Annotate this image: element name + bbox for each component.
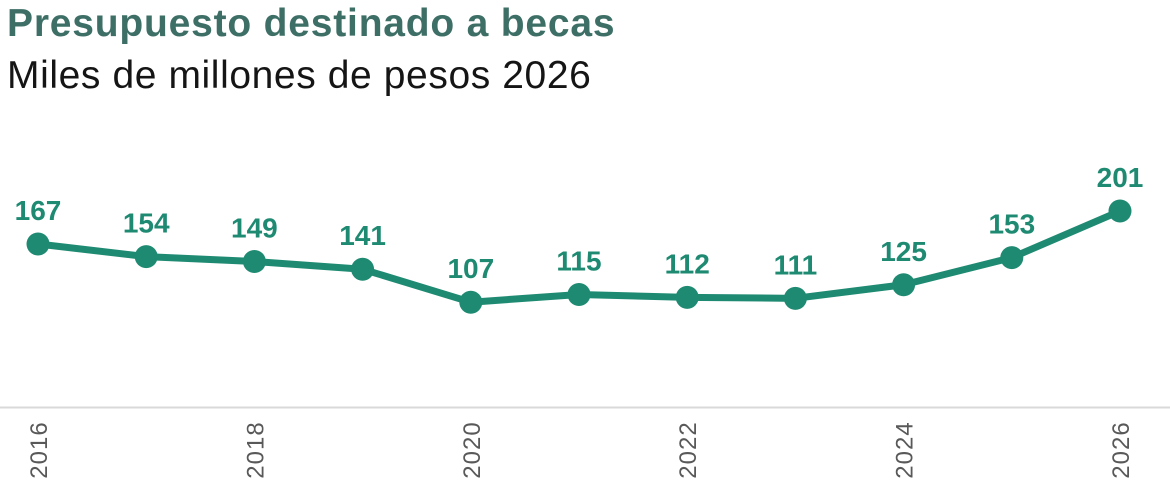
data-point-marker bbox=[675, 285, 699, 309]
x-tick-label: 2020 bbox=[459, 421, 486, 478]
data-point-marker bbox=[1000, 246, 1024, 270]
data-point-label: 167 bbox=[15, 195, 62, 226]
data-point-marker bbox=[567, 282, 591, 306]
data-point-marker bbox=[134, 245, 158, 269]
data-point-marker bbox=[351, 257, 375, 281]
data-point-marker bbox=[1108, 199, 1132, 223]
data-point-label: 154 bbox=[123, 208, 170, 239]
data-point-marker bbox=[242, 249, 266, 273]
data-point-label: 111 bbox=[774, 249, 818, 280]
chart-title: Presupuesto destinado a becas bbox=[7, 2, 616, 45]
x-tick-label: 2024 bbox=[892, 421, 919, 478]
x-tick-label: 2022 bbox=[675, 421, 702, 478]
data-point-label: 125 bbox=[880, 236, 927, 267]
data-point-label: 107 bbox=[447, 253, 494, 284]
x-tick-label: 2026 bbox=[1108, 421, 1135, 478]
data-point-marker bbox=[26, 232, 50, 256]
chart-subtitle: Miles de millones de pesos 2026 bbox=[7, 54, 592, 97]
data-point-marker bbox=[783, 286, 807, 310]
data-point-label: 201 bbox=[1097, 162, 1144, 193]
data-point-label: 153 bbox=[988, 209, 1035, 240]
data-point-marker bbox=[459, 290, 483, 314]
x-tick-label: 2018 bbox=[242, 421, 269, 478]
data-point-label: 149 bbox=[231, 212, 278, 243]
data-point-label: 115 bbox=[556, 245, 601, 276]
x-tick-label: 2016 bbox=[26, 421, 53, 478]
data-point-label: 112 bbox=[665, 248, 710, 279]
data-point-marker bbox=[892, 273, 916, 297]
data-point-label: 141 bbox=[339, 220, 386, 251]
